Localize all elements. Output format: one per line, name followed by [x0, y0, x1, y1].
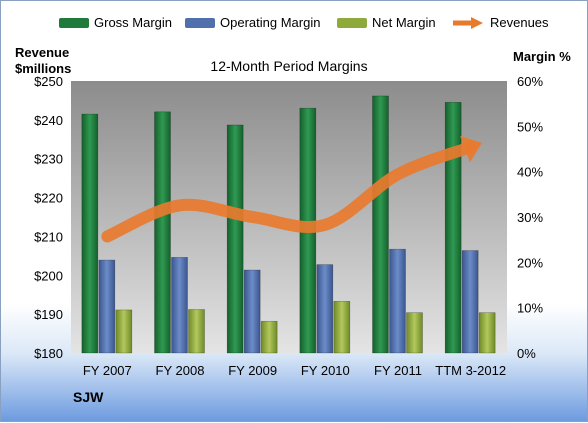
legend-item-operating-margin: Operating Margin [185, 15, 320, 30]
chart-title: 12-Month Period Margins [210, 58, 367, 74]
x-tick-label: FY 2007 [83, 363, 132, 378]
right-tick-label: 30% [517, 210, 543, 225]
right-tick-label: 60% [517, 74, 543, 89]
left-tick-label: $230 [34, 152, 63, 167]
left-axis-title: Revenue $millions [15, 45, 71, 77]
right-axis-title: Margin % [513, 49, 571, 64]
left-axis-title-line2: $millions [15, 61, 72, 76]
legend: Gross Margin Operating Margin Net Margin… [1, 15, 588, 35]
right-axis-ticks: 0% 10% 20% 30% 40% 50% 60% [517, 74, 543, 361]
left-tick-label: $200 [34, 268, 63, 283]
bar-gross-margin [154, 111, 171, 354]
legend-arrow-icon [453, 16, 483, 29]
legend-swatch-gross-margin [59, 17, 89, 28]
legend-label-operating-margin: Operating Margin [220, 15, 321, 30]
company-name: SJW [73, 389, 104, 405]
bar-operating-margin [389, 248, 406, 354]
right-tick-label: 20% [517, 255, 543, 270]
bar-operating-margin [461, 250, 479, 354]
left-tick-label: $210 [34, 229, 63, 244]
legend-swatch-operating-margin [185, 17, 215, 28]
bar-net-margin [478, 312, 496, 354]
left-tick-label: $180 [34, 346, 63, 361]
x-tick-label: FY 2011 [374, 363, 422, 378]
right-tick-label: 0% [517, 346, 536, 361]
left-tick-label: $220 [34, 191, 63, 206]
left-tick-label: $240 [34, 113, 63, 128]
bar-net-margin [115, 309, 133, 354]
bar-operating-margin [243, 269, 261, 354]
bar-net-margin [333, 301, 351, 354]
revenue-arrow-head [460, 136, 482, 163]
x-tick-label: FY 2009 [228, 363, 277, 378]
right-tick-label: 10% [517, 301, 543, 316]
bar-operating-margin [171, 257, 188, 354]
right-tick-label: 50% [517, 119, 543, 134]
bar-gross-margin [444, 102, 462, 354]
x-tick-label: FY 2010 [301, 363, 350, 378]
x-axis-ticks: FY 2007 FY 2008 FY 2009 FY 2010 FY 2011 TTM 3… [83, 363, 506, 378]
legend-label-revenues: Revenues [490, 15, 549, 30]
bar-gross-margin [81, 113, 99, 354]
bar-gross-margin [372, 95, 389, 354]
left-axis-title-line1: Revenue [15, 45, 70, 60]
legend-item-revenues: Revenues [451, 15, 549, 30]
bar-operating-margin [98, 259, 116, 354]
revenue-line [101, 141, 477, 243]
bar-net-margin [188, 309, 205, 354]
left-tick-label: $190 [34, 307, 63, 322]
bar-net-margin [260, 320, 278, 354]
bar-gross-margin [226, 124, 244, 354]
legend-item-net-margin: Net Margin [337, 15, 436, 30]
x-tick-label: FY 2008 [156, 363, 205, 378]
bars-group [81, 95, 496, 354]
right-tick-label: 40% [517, 165, 543, 180]
revenue-line-group [101, 136, 482, 243]
x-tick-label: TTM 3-2012 [435, 363, 506, 378]
left-tick-label: $250 [34, 74, 63, 89]
legend-label-net-margin: Net Margin [372, 15, 436, 30]
legend-label-gross-margin: Gross Margin [94, 15, 173, 30]
bar-net-margin [406, 312, 423, 354]
legend-item-gross-margin: Gross Margin [59, 15, 172, 30]
bar-operating-margin [316, 264, 334, 354]
legend-swatch-net-margin [337, 17, 367, 28]
left-axis-ticks: $180 $190 $200 $210 $220 $230 $240 $250 [34, 74, 63, 361]
